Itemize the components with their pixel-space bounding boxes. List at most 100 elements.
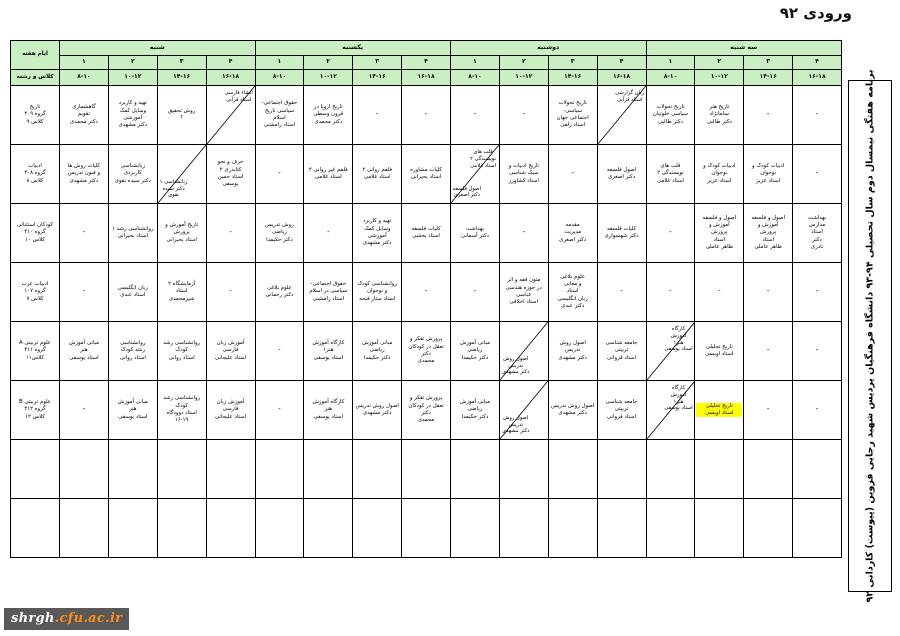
cell-tue-4-r2[interactable]: قلب های نویسندگی ۲ استاد غلامی: [645, 144, 696, 204]
cell-tue-3-r1[interactable]: تاریخ هنر سامانژاد دکتر طالبی: [694, 85, 745, 145]
cell-sun-2-r8[interactable]: [352, 498, 403, 558]
cell-mon-4-r2[interactable]: قلب های نویسندگی ۲ استاد غلامی اصول فلسفه دک…: [450, 144, 500, 204]
cell-mon-1-r2[interactable]: اصول فلسفه دکتر اصغری: [596, 144, 647, 204]
cell-tue-3-r6[interactable]: تاریخ تحلیلی استاد اویسی: [694, 380, 745, 440]
cell-tue-1-r1[interactable]: -: [792, 85, 842, 145]
cell-tue-4-r8[interactable]: [645, 498, 696, 558]
cell-sat-3-r7[interactable]: [107, 439, 158, 499]
cell-sat-4-r8[interactable]: [59, 498, 109, 558]
cell-sat-3-r4[interactable]: زبان انگلیسی استاد عبدی: [107, 262, 158, 322]
cell-mon-3-r3[interactable]: -: [498, 203, 549, 263]
cell-sun-1-r7[interactable]: [401, 439, 451, 499]
cell-mon-4-r7[interactable]: [450, 439, 500, 499]
cell-sun-1-r4[interactable]: -: [401, 262, 451, 322]
cell-mon-4-r6[interactable]: مبانی آموزش ریاضی دکتر حکیمدا: [450, 380, 500, 440]
cell-sun-4-r7[interactable]: [254, 439, 305, 499]
cell-sat-1-r4[interactable]: -: [205, 262, 256, 322]
cell-sun-1-r5[interactable]: پرورش تفکر و تعقل در کودکان دکتر محمدی: [401, 321, 451, 381]
cell-sun-3-r7[interactable]: [303, 439, 354, 499]
cell-mon-4-r1[interactable]: -: [450, 85, 500, 145]
cell-mon-2-r1[interactable]: تاریخ تحولات سیاسی- اجتماعی جهان استاد زلفی: [547, 85, 598, 145]
cell-sun-4-r5[interactable]: -: [254, 321, 305, 381]
cell-tue-3-r5[interactable]: تاریخ تحلیلی استاد اویسی: [694, 321, 745, 381]
cell-tue-3-r7[interactable]: [694, 439, 745, 499]
cell-sat-2-r5[interactable]: روانشناسی رشد کودک استاد روانی: [156, 321, 207, 381]
cell-sat-2-r2[interactable]: زبانشناسی ۱ دکتر سیده نقوی: [156, 144, 207, 204]
cell-sat-3-r6[interactable]: مبانی آموزش هنر استاد یوسفی: [107, 380, 158, 440]
cell-mon-2-r8[interactable]: [547, 498, 598, 558]
cell-sun-1-r2[interactable]: کلیات مشاوره استاد بحیرانی: [401, 144, 451, 204]
cell-sun-3-r8[interactable]: [303, 498, 354, 558]
cell-tue-1-r4[interactable]: -: [792, 262, 842, 322]
cell-sat-4-r5[interactable]: مبانی آموزش هنر استاد یوسفی: [59, 321, 109, 381]
cell-tue-2-r2[interactable]: ادبیات کودک و نوجوان استاد عزیز: [743, 144, 794, 204]
cell-sat-3-r3[interactable]: روانشناسی رشد ۱ استاد بحیرانی: [107, 203, 158, 263]
cell-sun-3-r1[interactable]: تاریخ اروپا در قرون وسطی دکتر محمدی: [303, 85, 354, 145]
cell-sat-3-r1[interactable]: تهیه و کاربرد وسایل کمک آموزشی دکتر مشهدی: [107, 85, 158, 145]
cell-sat-4-r4[interactable]: -: [59, 262, 109, 322]
cell-mon-3-r5[interactable]: اصول روش تدریس دکتر مشهدی: [498, 321, 549, 381]
cell-mon-1-r1[interactable]: زبان گزارشی استاد قرآنی: [596, 85, 647, 145]
cell-sun-2-r7[interactable]: [352, 439, 403, 499]
cell-sat-3-r5[interactable]: روانشناسی رشد کودک استاد روانی: [107, 321, 158, 381]
cell-tue-4-r6[interactable]: کارگاه آموزش هنر۱ استاد یوسفی: [645, 380, 696, 440]
cell-sat-2-r7[interactable]: [156, 439, 207, 499]
cell-sun-3-r2[interactable]: فلفم غیر روانی ۲ استاد غلامی: [303, 144, 354, 204]
cell-mon-3-r4[interactable]: متون فقه و اثر در حوزه هندسی عباسی استاد اخ…: [498, 262, 549, 322]
cell-mon-3-r8[interactable]: [498, 498, 549, 558]
cell-mon-2-r2[interactable]: -: [547, 144, 598, 204]
cell-sat-2-r4[interactable]: آزمایشگاه ۲ استاد شیرمحمدی: [156, 262, 207, 322]
cell-sun-2-r4[interactable]: روانشناسی کودک و نوجوان استاد ستار فتحه: [352, 262, 403, 322]
cell-tue-2-r7[interactable]: [743, 439, 794, 499]
cell-tue-2-r1[interactable]: -: [743, 85, 794, 145]
cell-sat-1-r5[interactable]: آموزش زبان فارسی استاد علیجانی: [205, 321, 256, 381]
cell-mon-2-r3[interactable]: مقدمه مدیریت دکتر اصغری: [547, 203, 598, 263]
cell-mon-2-r5[interactable]: اصول روش تدریس دکتر مشهدی: [547, 321, 598, 381]
cell-tue-2-r5[interactable]: -: [743, 321, 794, 381]
cell-sun-1-r1[interactable]: -: [401, 85, 451, 145]
cell-mon-3-r6[interactable]: اصول روش تدریس دکتر مشهدی: [498, 380, 549, 440]
cell-tue-1-r2[interactable]: -: [792, 144, 842, 204]
cell-sat-1-r6[interactable]: آموزش زبان فارسی استاد علیجانی: [205, 380, 256, 440]
cell-tue-2-r4[interactable]: -: [743, 262, 794, 322]
cell-mon-1-r5[interactable]: جامعه شناسی تربیتی استاد قروانی: [596, 321, 647, 381]
cell-mon-3-r1[interactable]: -: [498, 85, 549, 145]
cell-sun-3-r3[interactable]: -: [303, 203, 354, 263]
cell-sun-4-r1[interactable]: حقوق اجتماعی- سیاسی تاریخ اسلام استاد رامشن…: [254, 85, 305, 145]
cell-tue-4-r5[interactable]: کارگاه آموزش هنر۱ استاد یوسفی: [645, 321, 696, 381]
cell-sun-4-r6[interactable]: -: [254, 380, 305, 440]
cell-mon-4-r3[interactable]: بهداشت دکتر آسمانی: [450, 203, 500, 263]
cell-sat-2-r3[interactable]: تاریخ آموزش و پرورش استاد بحیرانی: [156, 203, 207, 263]
cell-sat-4-r1[interactable]: گاهشماری تقویم دکتر محمدی: [59, 85, 109, 145]
cell-mon-3-r2[interactable]: تاریخ ادبیات و سبک شناسی استاد کشاورز: [498, 144, 549, 204]
cell-mon-4-r5[interactable]: مبانی آموزش ریاضی دکتر حکیمدا: [450, 321, 500, 381]
cell-sat-2-r1[interactable]: روش تحقیق ؟: [156, 85, 207, 145]
cell-tue-1-r5[interactable]: -: [792, 321, 842, 381]
cell-mon-4-r8[interactable]: [450, 498, 500, 558]
cell-mon-2-r7[interactable]: [547, 439, 598, 499]
cell-sun-1-r6[interactable]: پرورش تفکر و تعقل در کودکان دکتر محمدی: [401, 380, 451, 440]
cell-sat-2-r6[interactable]: روانشناسی رشد کودک استاد دوودگاه ۱۶-۱۹: [156, 380, 207, 440]
cell-sun-3-r5[interactable]: کارگاه آموزش هنر۱ استاد یوسفی: [303, 321, 354, 381]
cell-sun-4-r2[interactable]: -: [254, 144, 305, 204]
cell-mon-2-r6[interactable]: اصول روش تدریس دکتر مشهدی: [547, 380, 598, 440]
cell-tue-1-r3[interactable]: بهداشت مدارس استاد دکتر نادری: [792, 203, 842, 263]
cell-tue-3-r8[interactable]: [694, 498, 745, 558]
cell-sat-1-r8[interactable]: [205, 498, 256, 558]
cell-sun-2-r3[interactable]: تهیه و کاربرد وسایل کمک آموزشی دکتر مشهدی: [352, 203, 403, 263]
cell-mon-1-r3[interactable]: کلیات فلسفه دکتر شهسواری: [596, 203, 647, 263]
cell-sun-2-r2[interactable]: فلفم روانی ۲ استاد غلامی: [352, 144, 403, 204]
cell-tue-4-r3[interactable]: -: [645, 203, 696, 263]
cell-tue-2-r3[interactable]: اصول و فلسفه آموزش و پرورش استاد ظاهر عاملی: [743, 203, 794, 263]
cell-tue-1-r6[interactable]: -: [792, 380, 842, 440]
cell-sat-4-r2[interactable]: کلیات روش ها و فنون تدریس دکتر مشهدی: [59, 144, 109, 204]
cell-tue-2-r6[interactable]: -: [743, 380, 794, 440]
cell-sun-4-r4[interactable]: علوم بلاغی دکتر رحمانی: [254, 262, 305, 322]
cell-sat-4-r3[interactable]: -: [59, 203, 109, 263]
cell-tue-2-r8[interactable]: [743, 498, 794, 558]
cell-sun-2-r5[interactable]: مبانی آموزش ریاضی دکتر حکیمدا: [352, 321, 403, 381]
cell-mon-1-r8[interactable]: [596, 498, 647, 558]
cell-sun-2-r1[interactable]: -: [352, 85, 403, 145]
cell-sat-1-r3[interactable]: -: [205, 203, 256, 263]
cell-tue-4-r7[interactable]: [645, 439, 696, 499]
